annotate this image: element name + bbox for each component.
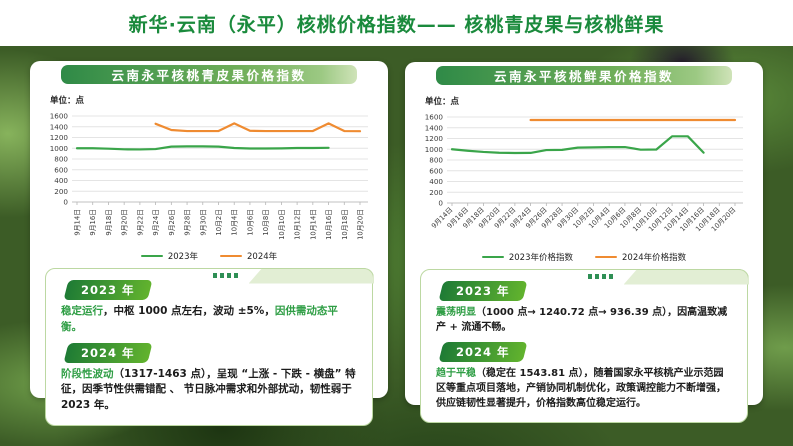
svg-text:1400: 1400	[50, 122, 69, 131]
legend-label: 2023年	[167, 252, 198, 262]
year-badge: 2023 年	[63, 280, 153, 300]
svg-text:10月4日: 10月4日	[231, 209, 239, 236]
svg-text:600: 600	[429, 166, 443, 175]
page-title: 新华·云南（永平）核桃价格指数—— 核桃青皮果与核桃鲜果	[128, 13, 665, 36]
chart-legend-left: 2023年 2024年	[30, 250, 388, 262]
svg-text:200: 200	[54, 187, 68, 196]
svg-text:10月10日: 10月10日	[278, 209, 286, 240]
legend-label: 2024年	[247, 252, 278, 262]
svg-text:9月20日: 9月20日	[121, 209, 129, 236]
legend-label: 2023年价格指数	[508, 253, 573, 263]
svg-text:1200: 1200	[50, 133, 69, 142]
title-banner: 新华·云南（永平）核桃价格指数—— 核桃青皮果与核桃鲜果	[0, 0, 793, 46]
series-line-2023年	[75, 145, 330, 151]
svg-text:9月16日: 9月16日	[89, 209, 97, 236]
four-squares-icon	[212, 273, 239, 278]
corner-tab-decoration	[623, 268, 749, 285]
line-chart-green-husk: 0 200 400 600 800 1000 1200 1400 1600 9月14日 9月16日 9…	[42, 108, 382, 250]
corner-tab-decoration	[248, 267, 374, 284]
svg-text:400: 400	[54, 176, 68, 185]
legend-item: 2023年价格指数	[481, 251, 573, 263]
svg-text:1200: 1200	[425, 134, 444, 143]
chart-legend-right: 2023年价格指数 2024年价格指数	[405, 251, 763, 263]
note-card-left: 2023 年稳定运行，中枢 1000 点左右，波动 ±5%，因供需动态平衡。 20…	[45, 267, 374, 426]
legend-line-swatch	[220, 254, 242, 258]
svg-text:600: 600	[54, 165, 68, 174]
green-husk-index-panel: 云南永平核桃青皮果价格指数 单位：点 0 200 400 600 800 1000 1200…	[30, 61, 388, 426]
legend-label: 2024年价格指数	[622, 253, 687, 263]
legend-item: 2024年价格指数	[595, 251, 686, 263]
year-badge: 2024 年	[438, 342, 528, 362]
svg-text:9月22日: 9月22日	[136, 209, 144, 236]
legend-line-swatch	[481, 255, 504, 259]
svg-text:10月16日: 10月16日	[325, 209, 333, 240]
svg-text:200: 200	[429, 188, 443, 197]
svg-text:9月28日: 9月28日	[184, 209, 192, 236]
svg-text:1600: 1600	[425, 113, 444, 122]
chart-svg: 020040060080010001200140016009月14日9月16日9…	[425, 113, 743, 233]
panel-header-left: 云南永平核桃青皮果价格指数	[61, 65, 357, 84]
svg-text:1000: 1000	[50, 144, 69, 153]
fresh-fruit-index-panel: 云南永平核桃鲜果价格指数 单位：点 0 200 400 600 800 1000 1200 1…	[405, 62, 763, 423]
svg-text:1000: 1000	[425, 145, 444, 154]
year-badge: 2023 年	[438, 281, 528, 301]
svg-text:10月18日: 10月18日	[341, 209, 349, 240]
note-text: 震荡明显（1000 点→ 1240.72 点→ 936.39 点），因高温致减产…	[436, 307, 728, 333]
note-text: 趋于平稳（稳定在 1543.81 点），随着国家永平核桃产业示范园区等重点项目落…	[436, 368, 726, 409]
note-card-right: 2023 年震荡明显（1000 点→ 1240.72 点→ 936.39 点），…	[420, 268, 749, 423]
legend-line-swatch	[595, 255, 617, 259]
four-squares-icon	[587, 274, 614, 279]
svg-text:9月14日: 9月14日	[74, 209, 82, 236]
panel-header-right: 云南永平核桃鲜果价格指数	[436, 66, 732, 85]
legend-line-swatch	[140, 254, 163, 258]
svg-text:10月12日: 10月12日	[294, 209, 302, 240]
note-text: 阶段性波动（1317-1463 点），呈现 “上涨 - 下跌 - 横盘” 特征，…	[61, 367, 356, 412]
svg-text:800: 800	[54, 155, 68, 164]
notes-left: 2023 年稳定运行，中枢 1000 点左右，波动 ±5%，因供需动态平衡。 20…	[59, 278, 359, 414]
unit-label-left: 单位：点	[50, 96, 85, 106]
svg-text:9月24日: 9月24日	[152, 209, 160, 236]
svg-text:10月20日: 10月20日	[357, 209, 365, 240]
notes-right: 2023 年震荡明显（1000 点→ 1240.72 点→ 936.39 点），…	[434, 279, 734, 411]
legend-item: 2023年	[140, 250, 198, 262]
svg-text:10月6日: 10月6日	[246, 209, 254, 236]
svg-text:9月26日: 9月26日	[168, 209, 176, 236]
series-line-2023年价格指数	[450, 135, 705, 155]
line-chart-fresh-fruit: 0 200 400 600 800 1000 1200 1400 1600 9月14日 9月16日 9…	[417, 109, 757, 251]
svg-text:10月8日: 10月8日	[262, 209, 270, 236]
year-badge: 2024 年	[63, 342, 153, 363]
svg-text:10月14日: 10月14日	[309, 209, 317, 240]
svg-text:1400: 1400	[425, 123, 444, 132]
svg-text:10月2日: 10月2日	[215, 209, 223, 236]
svg-text:9月30日: 9月30日	[199, 209, 207, 236]
svg-text:1600: 1600	[50, 112, 69, 121]
unit-label-right: 单位：点	[425, 97, 460, 107]
svg-text:800: 800	[429, 156, 443, 165]
svg-text:9月18日: 9月18日	[105, 209, 113, 236]
svg-text:0: 0	[63, 198, 68, 207]
series-line-2024年	[154, 122, 362, 133]
svg-text:0: 0	[438, 199, 443, 208]
legend-item: 2024年	[220, 250, 277, 262]
svg-text:400: 400	[429, 177, 443, 186]
note-text: 稳定运行，中枢 1000 点左右，波动 ±5%，因供需动态平衡。	[61, 305, 338, 333]
